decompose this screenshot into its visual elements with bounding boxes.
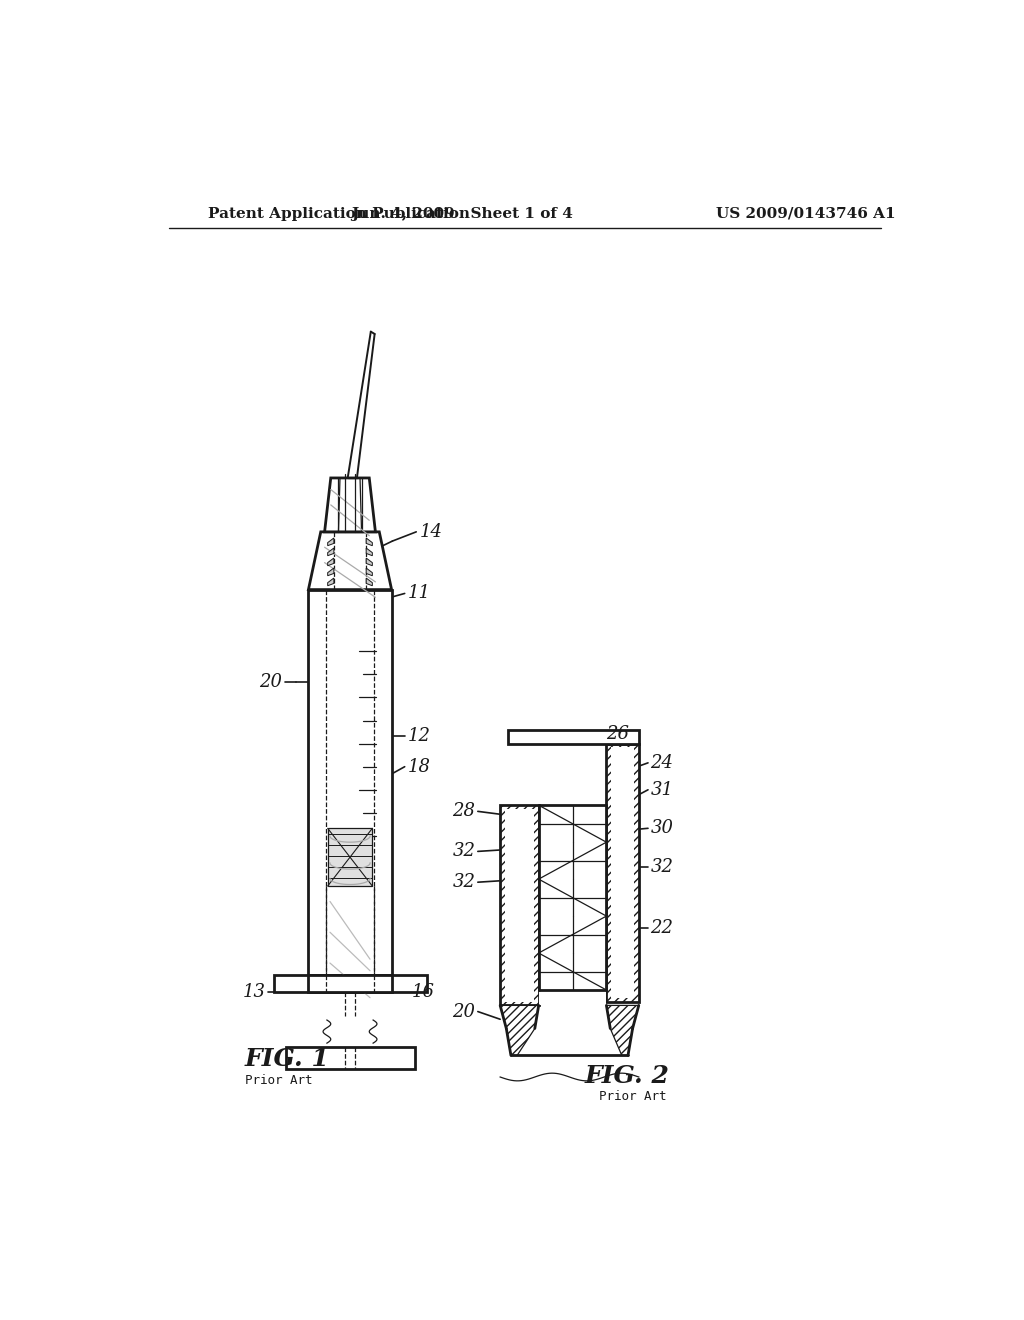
Polygon shape bbox=[367, 568, 373, 576]
Text: 31: 31 bbox=[650, 781, 674, 799]
Bar bbox=[611, 747, 634, 998]
Polygon shape bbox=[325, 478, 376, 532]
Text: 32: 32 bbox=[453, 842, 475, 861]
Text: 12: 12 bbox=[408, 727, 431, 744]
Text: FIG. 2: FIG. 2 bbox=[585, 1064, 670, 1088]
Text: 22: 22 bbox=[650, 920, 674, 937]
Bar bbox=[328, 829, 373, 886]
Bar bbox=[286, 1047, 415, 1069]
Polygon shape bbox=[328, 568, 334, 576]
Polygon shape bbox=[500, 1006, 539, 1056]
Polygon shape bbox=[328, 548, 334, 556]
Bar bbox=[508, 730, 639, 743]
Text: Prior Art: Prior Art bbox=[599, 1090, 667, 1102]
Text: 18: 18 bbox=[408, 758, 431, 776]
Text: 28: 28 bbox=[453, 803, 475, 820]
Polygon shape bbox=[367, 578, 373, 586]
Text: 11: 11 bbox=[408, 585, 431, 602]
Text: 32: 32 bbox=[453, 874, 475, 891]
Bar bbox=[539, 805, 606, 1006]
Polygon shape bbox=[328, 578, 334, 586]
Bar bbox=[505, 809, 535, 1002]
Text: 16: 16 bbox=[412, 982, 434, 1001]
Text: Jun. 4, 2009   Sheet 1 of 4: Jun. 4, 2009 Sheet 1 of 4 bbox=[351, 207, 572, 220]
Text: 32: 32 bbox=[650, 858, 674, 875]
Text: Patent Application Publication: Patent Application Publication bbox=[208, 207, 470, 220]
Text: 20: 20 bbox=[453, 1003, 475, 1020]
Text: 14: 14 bbox=[419, 523, 442, 541]
Polygon shape bbox=[328, 539, 334, 545]
Polygon shape bbox=[367, 548, 373, 556]
Text: FIG. 1: FIG. 1 bbox=[245, 1047, 330, 1072]
Polygon shape bbox=[367, 539, 373, 545]
Text: 20: 20 bbox=[259, 673, 283, 690]
Bar bbox=[500, 805, 539, 1006]
Text: Prior Art: Prior Art bbox=[245, 1074, 312, 1088]
Text: 26: 26 bbox=[606, 726, 630, 743]
Bar bbox=[606, 743, 639, 1002]
Polygon shape bbox=[328, 558, 334, 566]
Bar bbox=[308, 590, 391, 974]
Text: 30: 30 bbox=[650, 820, 674, 837]
Text: 24: 24 bbox=[650, 754, 674, 772]
Polygon shape bbox=[308, 532, 391, 590]
Bar bbox=[273, 974, 427, 991]
Text: 13: 13 bbox=[243, 982, 265, 1001]
Polygon shape bbox=[606, 1006, 639, 1056]
Polygon shape bbox=[367, 558, 373, 566]
Text: US 2009/0143746 A1: US 2009/0143746 A1 bbox=[716, 207, 895, 220]
Bar bbox=[308, 974, 391, 991]
